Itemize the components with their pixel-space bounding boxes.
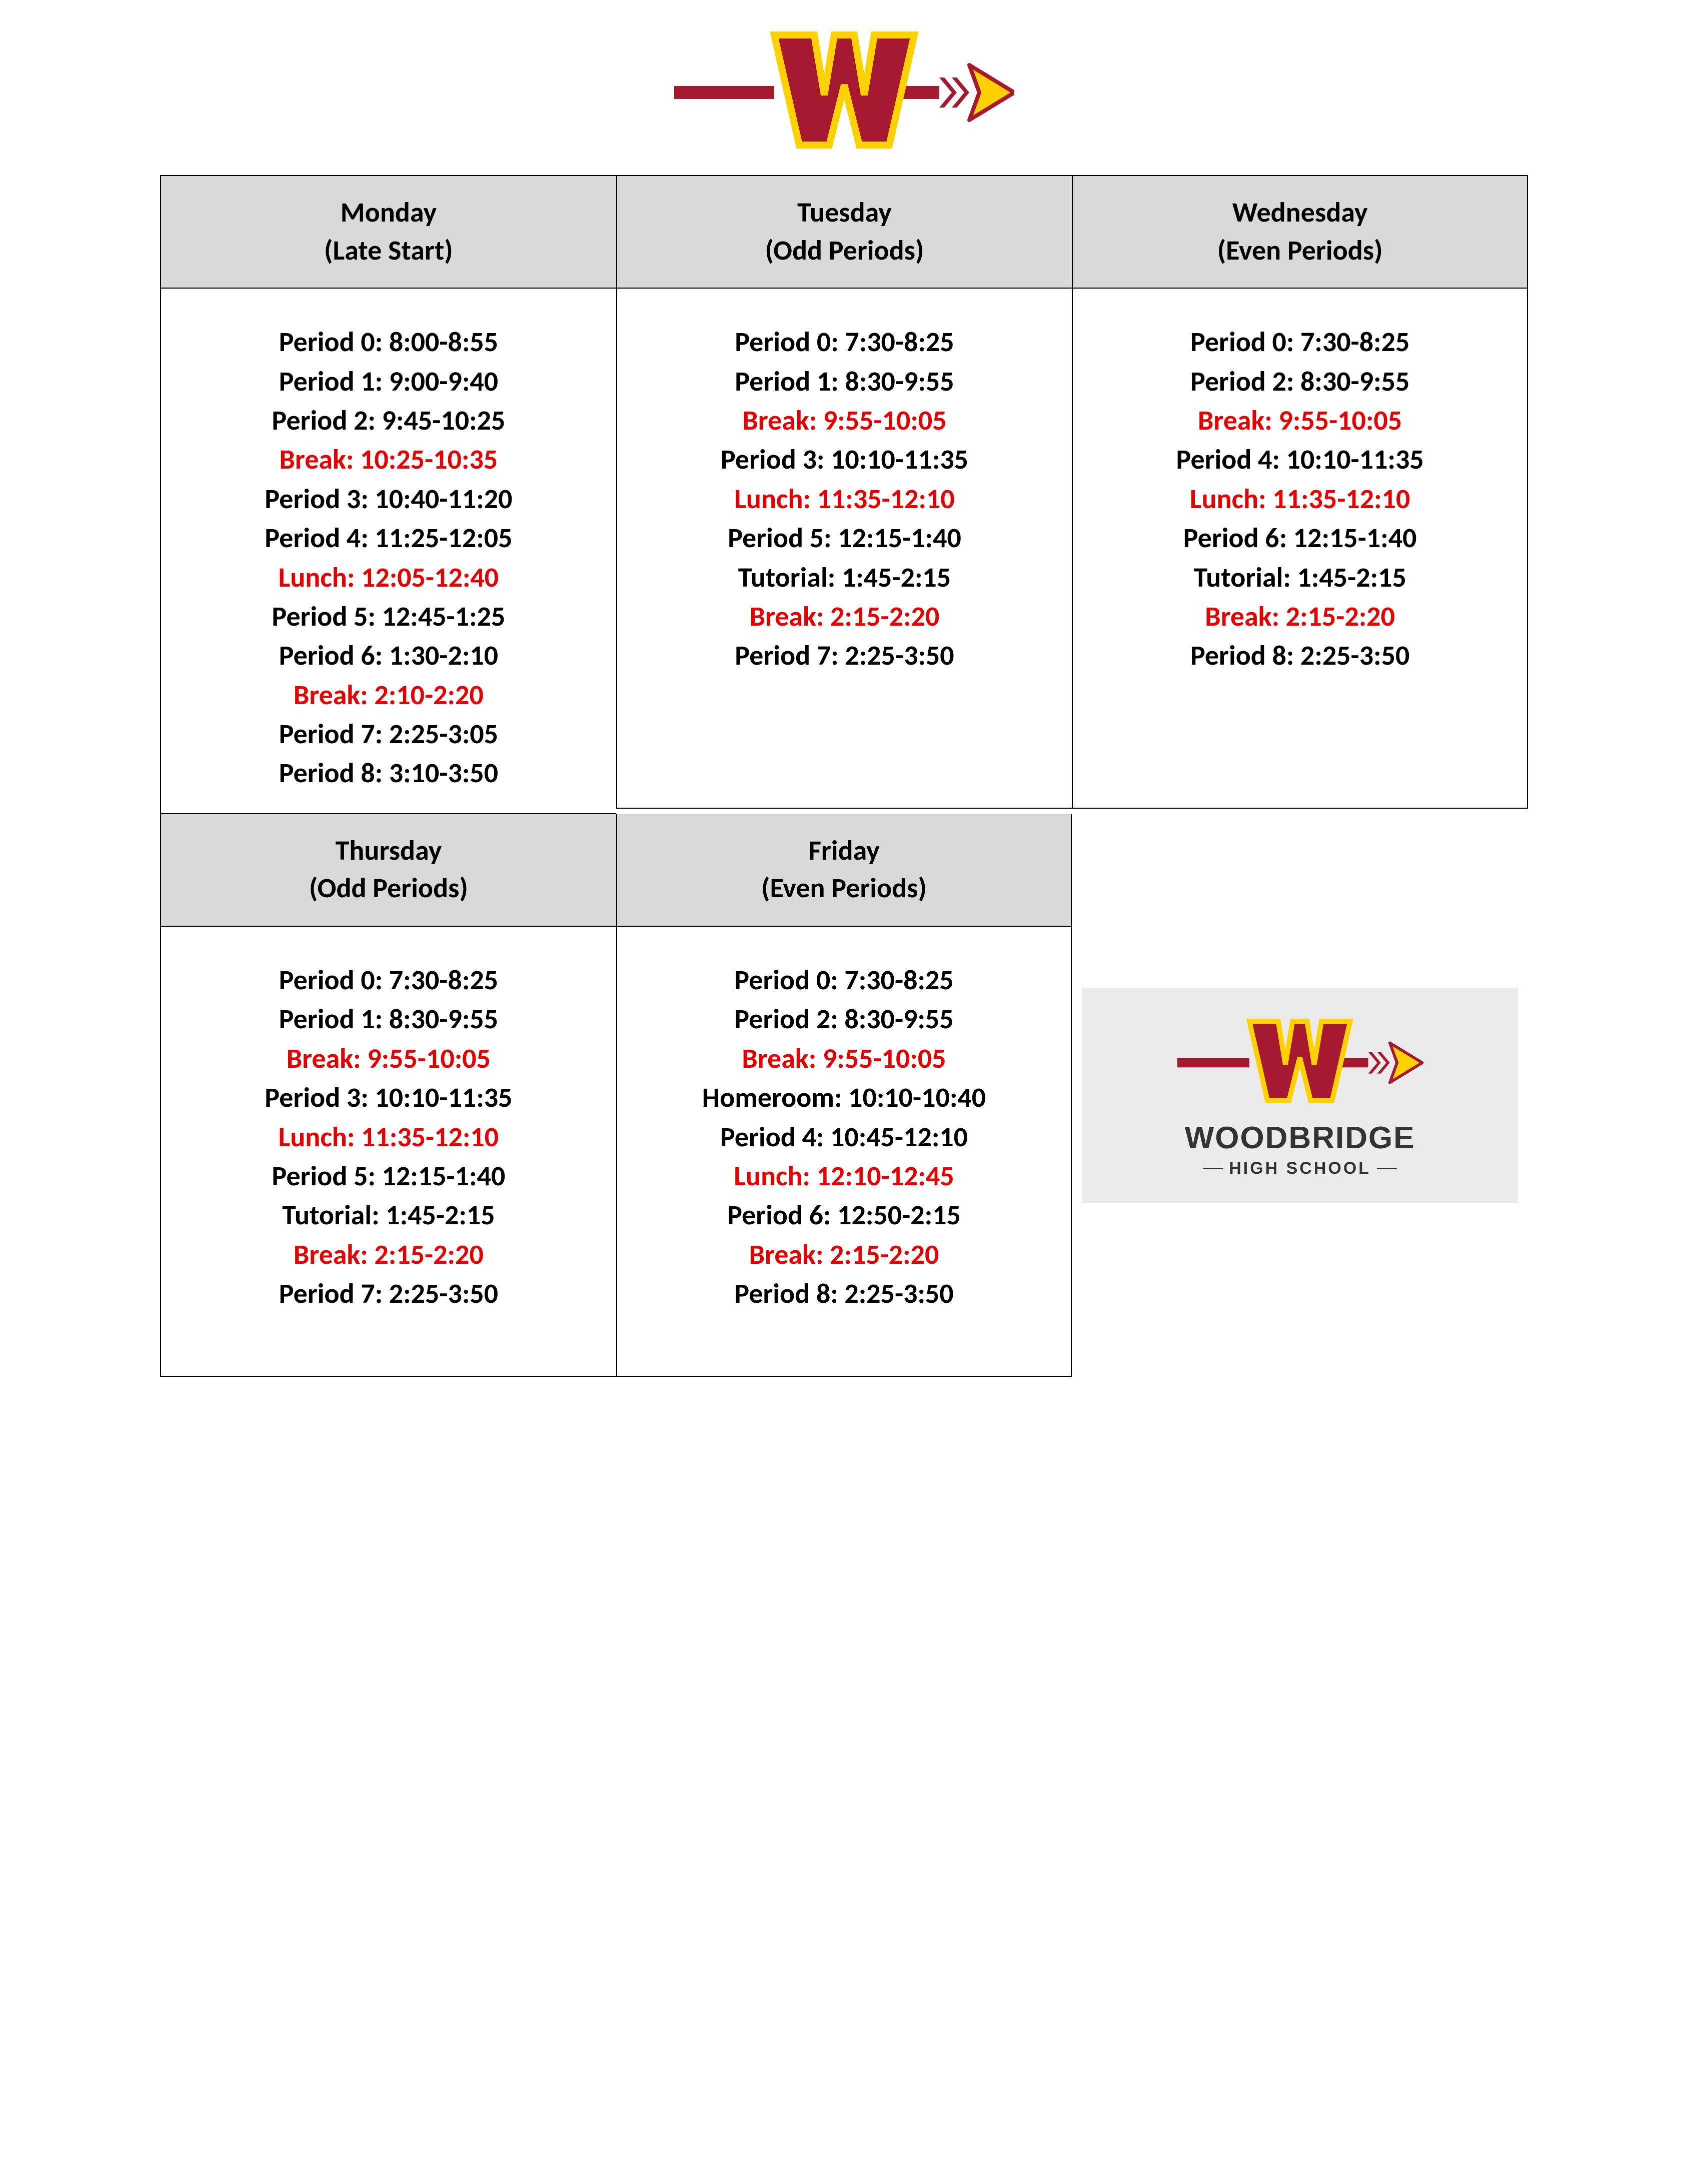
day-column-monday: Monday (Late Start) Period 0: 8:00-8:55P…	[160, 175, 616, 814]
schedule-page: Monday (Late Start) Period 0: 8:00-8:55P…	[160, 30, 1528, 1377]
period-line: Period 0: 7:30-8:25	[166, 961, 611, 1000]
day-header: Thursday (Odd Periods)	[160, 814, 616, 927]
break-line: Break: 2:15-2:20	[622, 1235, 1066, 1274]
period-line: Period 1: 8:30-9:55	[166, 1000, 611, 1039]
period-line: Tutorial: 1:45-2:15	[622, 558, 1067, 597]
break-line: Lunch: 12:10-12:45	[622, 1157, 1066, 1196]
day-header: Friday (Even Periods)	[616, 814, 1072, 927]
day-subtitle: (Even Periods)	[1217, 234, 1383, 268]
break-line: Lunch: 11:35-12:10	[166, 1118, 611, 1157]
period-line: Period 3: 10:40-11:20	[166, 480, 611, 519]
break-line: Lunch: 12:05-12:40	[166, 558, 611, 597]
period-line: Tutorial: 1:45-2:15	[1078, 558, 1522, 597]
day-column-tuesday: Tuesday (Odd Periods) Period 0: 7:30-8:2…	[616, 175, 1072, 814]
period-line: Period 8: 2:25-3:50	[1078, 636, 1522, 675]
day-subtitle: (Odd Periods)	[765, 234, 924, 268]
day-name: Monday	[341, 196, 437, 230]
w-arrow-logo-icon	[1097, 1018, 1503, 1108]
period-line: Period 2: 9:45-10:25	[166, 401, 611, 440]
school-logo-card-inner: WOODBRIDGE HIGH SCHOOL	[1082, 988, 1518, 1203]
break-line: Break: 2:15-2:20	[622, 597, 1067, 636]
period-line: Period 4: 10:10-11:35	[1078, 440, 1522, 479]
school-logo-card: WOODBRIDGE HIGH SCHOOL	[1072, 814, 1528, 1377]
break-line: Break: 2:15-2:20	[166, 1235, 611, 1274]
day-subtitle: (Odd Periods)	[309, 871, 468, 905]
schedule-row-1: Monday (Late Start) Period 0: 8:00-8:55P…	[160, 175, 1528, 814]
period-line: Period 1: 8:30-9:55	[622, 362, 1067, 401]
day-column-wednesday: Wednesday (Even Periods) Period 0: 7:30-…	[1072, 175, 1528, 814]
period-line: Period 7: 2:25-3:50	[622, 636, 1067, 675]
break-line: Break: 9:55-10:05	[622, 1039, 1066, 1078]
day-body: Period 0: 7:30-8:25Period 1: 8:30-9:55Br…	[160, 927, 616, 1377]
period-line: Period 7: 2:25-3:05	[166, 715, 611, 754]
period-line: Period 2: 8:30-9:55	[1078, 362, 1522, 401]
school-logo-top	[160, 30, 1528, 155]
period-line: Period 6: 12:50-2:15	[622, 1196, 1066, 1235]
day-header: Tuesday (Odd Periods)	[616, 175, 1072, 289]
period-line: Period 2: 8:30-9:55	[622, 1000, 1066, 1039]
day-body: Period 0: 7:30-8:25Period 2: 8:30-9:55Br…	[616, 927, 1072, 1377]
day-column-friday: Friday (Even Periods) Period 0: 7:30-8:2…	[616, 814, 1072, 1377]
period-line: Period 5: 12:15-1:40	[622, 519, 1067, 558]
period-line: Tutorial: 1:45-2:15	[166, 1196, 611, 1235]
day-header: Monday (Late Start)	[160, 175, 616, 289]
period-line: Period 8: 3:10-3:50	[166, 754, 611, 793]
break-line: Break: 2:10-2:20	[166, 676, 611, 715]
day-header: Wednesday (Even Periods)	[1072, 175, 1528, 289]
period-line: Period 6: 1:30-2:10	[166, 636, 611, 675]
school-name: WOODBRIDGE	[1097, 1120, 1503, 1156]
day-subtitle: (Late Start)	[324, 234, 453, 268]
school-subtitle-text: HIGH SCHOOL	[1229, 1159, 1371, 1178]
break-line: Lunch: 11:35-12:10	[1078, 480, 1522, 519]
period-line: Period 3: 10:10-11:35	[166, 1078, 611, 1117]
day-name: Friday	[808, 834, 880, 868]
break-line: Break: 2:15-2:20	[1078, 597, 1522, 636]
period-line: Period 8: 2:25-3:50	[622, 1274, 1066, 1313]
break-line: Break: 9:55-10:05	[166, 1039, 611, 1078]
period-line: Period 0: 7:30-8:25	[622, 961, 1066, 1000]
day-body: Period 0: 7:30-8:25Period 2: 8:30-9:55Br…	[1072, 289, 1528, 809]
day-body: Period 0: 8:00-8:55Period 1: 9:00-9:40Pe…	[160, 289, 616, 814]
period-line: Period 4: 10:45-12:10	[622, 1118, 1066, 1157]
period-line: Period 0: 7:30-8:25	[622, 323, 1067, 362]
day-name: Wednesday	[1232, 196, 1368, 230]
day-subtitle: (Even Periods)	[761, 871, 927, 905]
day-body: Period 0: 7:30-8:25Period 1: 8:30-9:55Br…	[616, 289, 1072, 809]
period-line: Period 5: 12:15-1:40	[166, 1157, 611, 1196]
period-line: Period 0: 7:30-8:25	[1078, 323, 1522, 362]
break-line: Break: 9:55-10:05	[622, 401, 1067, 440]
school-subtitle: HIGH SCHOOL	[1097, 1159, 1503, 1178]
break-line: Break: 9:55-10:05	[1078, 401, 1522, 440]
day-name: Thursday	[336, 834, 442, 868]
day-column-thursday: Thursday (Odd Periods) Period 0: 7:30-8:…	[160, 814, 616, 1377]
period-line: Period 3: 10:10-11:35	[622, 440, 1067, 479]
period-line: Period 4: 11:25-12:05	[166, 519, 611, 558]
break-line: Lunch: 11:35-12:10	[622, 480, 1067, 519]
period-line: Period 0: 8:00-8:55	[166, 323, 611, 362]
day-name: Tuesday	[797, 196, 892, 230]
period-line: Period 1: 9:00-9:40	[166, 362, 611, 401]
schedule-row-2: Thursday (Odd Periods) Period 0: 7:30-8:…	[160, 814, 1528, 1377]
break-line: Break: 10:25-10:35	[166, 440, 611, 479]
period-line: Period 7: 2:25-3:50	[166, 1274, 611, 1313]
w-arrow-logo-icon	[674, 30, 1014, 155]
period-line: Homeroom: 10:10-10:40	[622, 1078, 1066, 1117]
period-line: Period 5: 12:45-1:25	[166, 597, 611, 636]
period-line: Period 6: 12:15-1:40	[1078, 519, 1522, 558]
